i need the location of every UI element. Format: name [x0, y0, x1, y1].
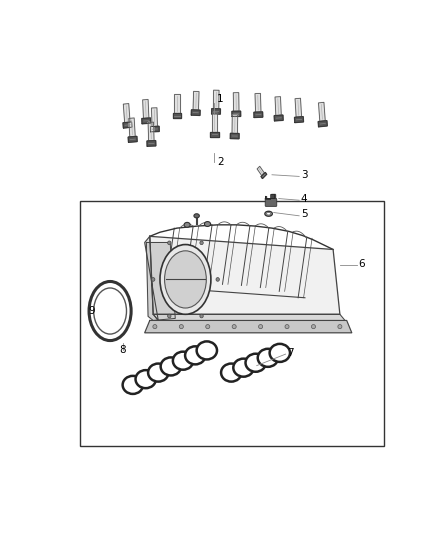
Ellipse shape — [205, 222, 211, 227]
Polygon shape — [233, 93, 239, 111]
Text: 1: 1 — [217, 94, 224, 104]
Polygon shape — [123, 122, 132, 128]
Ellipse shape — [184, 222, 190, 227]
Ellipse shape — [311, 325, 315, 329]
Ellipse shape — [338, 325, 342, 329]
Polygon shape — [128, 136, 137, 142]
Ellipse shape — [194, 214, 199, 218]
Ellipse shape — [152, 278, 155, 281]
Ellipse shape — [89, 281, 131, 341]
Polygon shape — [232, 111, 241, 117]
Polygon shape — [275, 96, 281, 116]
Polygon shape — [152, 108, 157, 126]
Polygon shape — [318, 102, 325, 122]
Text: 4: 4 — [301, 194, 307, 204]
Polygon shape — [265, 195, 275, 199]
Ellipse shape — [197, 342, 217, 359]
Polygon shape — [230, 133, 239, 139]
Polygon shape — [147, 141, 156, 146]
Ellipse shape — [233, 359, 254, 377]
Ellipse shape — [200, 241, 203, 245]
Ellipse shape — [270, 344, 290, 362]
Polygon shape — [274, 115, 283, 121]
Ellipse shape — [160, 245, 211, 314]
Polygon shape — [212, 113, 217, 132]
Polygon shape — [146, 243, 175, 320]
Polygon shape — [142, 118, 151, 124]
Polygon shape — [150, 126, 159, 132]
Ellipse shape — [206, 325, 210, 329]
Ellipse shape — [216, 278, 219, 281]
Polygon shape — [148, 122, 154, 141]
Text: 2: 2 — [217, 157, 224, 166]
Ellipse shape — [232, 325, 236, 329]
Text: 8: 8 — [119, 345, 126, 356]
Ellipse shape — [165, 251, 206, 308]
Polygon shape — [153, 314, 345, 320]
Ellipse shape — [161, 358, 181, 375]
Ellipse shape — [185, 346, 205, 365]
Text: 6: 6 — [359, 259, 365, 269]
Text: 7: 7 — [287, 348, 294, 358]
Polygon shape — [295, 98, 301, 117]
Ellipse shape — [258, 349, 278, 367]
Polygon shape — [193, 91, 199, 110]
Polygon shape — [232, 115, 238, 133]
Bar — [80, 201, 384, 446]
Ellipse shape — [258, 325, 263, 329]
Polygon shape — [124, 103, 130, 123]
Ellipse shape — [246, 354, 266, 372]
Polygon shape — [210, 132, 219, 137]
Ellipse shape — [135, 370, 156, 388]
Polygon shape — [254, 112, 263, 117]
Text: 9: 9 — [88, 306, 95, 316]
Ellipse shape — [168, 314, 171, 318]
Polygon shape — [145, 236, 158, 320]
Ellipse shape — [123, 376, 143, 394]
Polygon shape — [145, 320, 352, 333]
Polygon shape — [255, 93, 261, 112]
Polygon shape — [318, 120, 327, 127]
Ellipse shape — [173, 352, 193, 370]
Ellipse shape — [94, 288, 127, 334]
Polygon shape — [143, 100, 149, 118]
Ellipse shape — [200, 314, 203, 318]
Ellipse shape — [265, 211, 272, 216]
Polygon shape — [191, 110, 200, 116]
Polygon shape — [173, 113, 181, 118]
Text: 3: 3 — [301, 170, 307, 180]
Polygon shape — [294, 117, 304, 123]
Ellipse shape — [148, 364, 169, 382]
Polygon shape — [129, 118, 135, 137]
FancyBboxPatch shape — [265, 199, 277, 206]
Ellipse shape — [179, 325, 184, 329]
Polygon shape — [257, 166, 265, 176]
Ellipse shape — [168, 241, 171, 245]
Polygon shape — [150, 236, 340, 314]
Polygon shape — [213, 90, 219, 109]
Polygon shape — [212, 109, 220, 114]
Polygon shape — [261, 172, 267, 179]
Text: 5: 5 — [301, 209, 307, 220]
Polygon shape — [174, 94, 180, 113]
Ellipse shape — [266, 213, 271, 215]
Ellipse shape — [221, 364, 241, 382]
Ellipse shape — [153, 325, 157, 329]
Ellipse shape — [285, 325, 289, 329]
